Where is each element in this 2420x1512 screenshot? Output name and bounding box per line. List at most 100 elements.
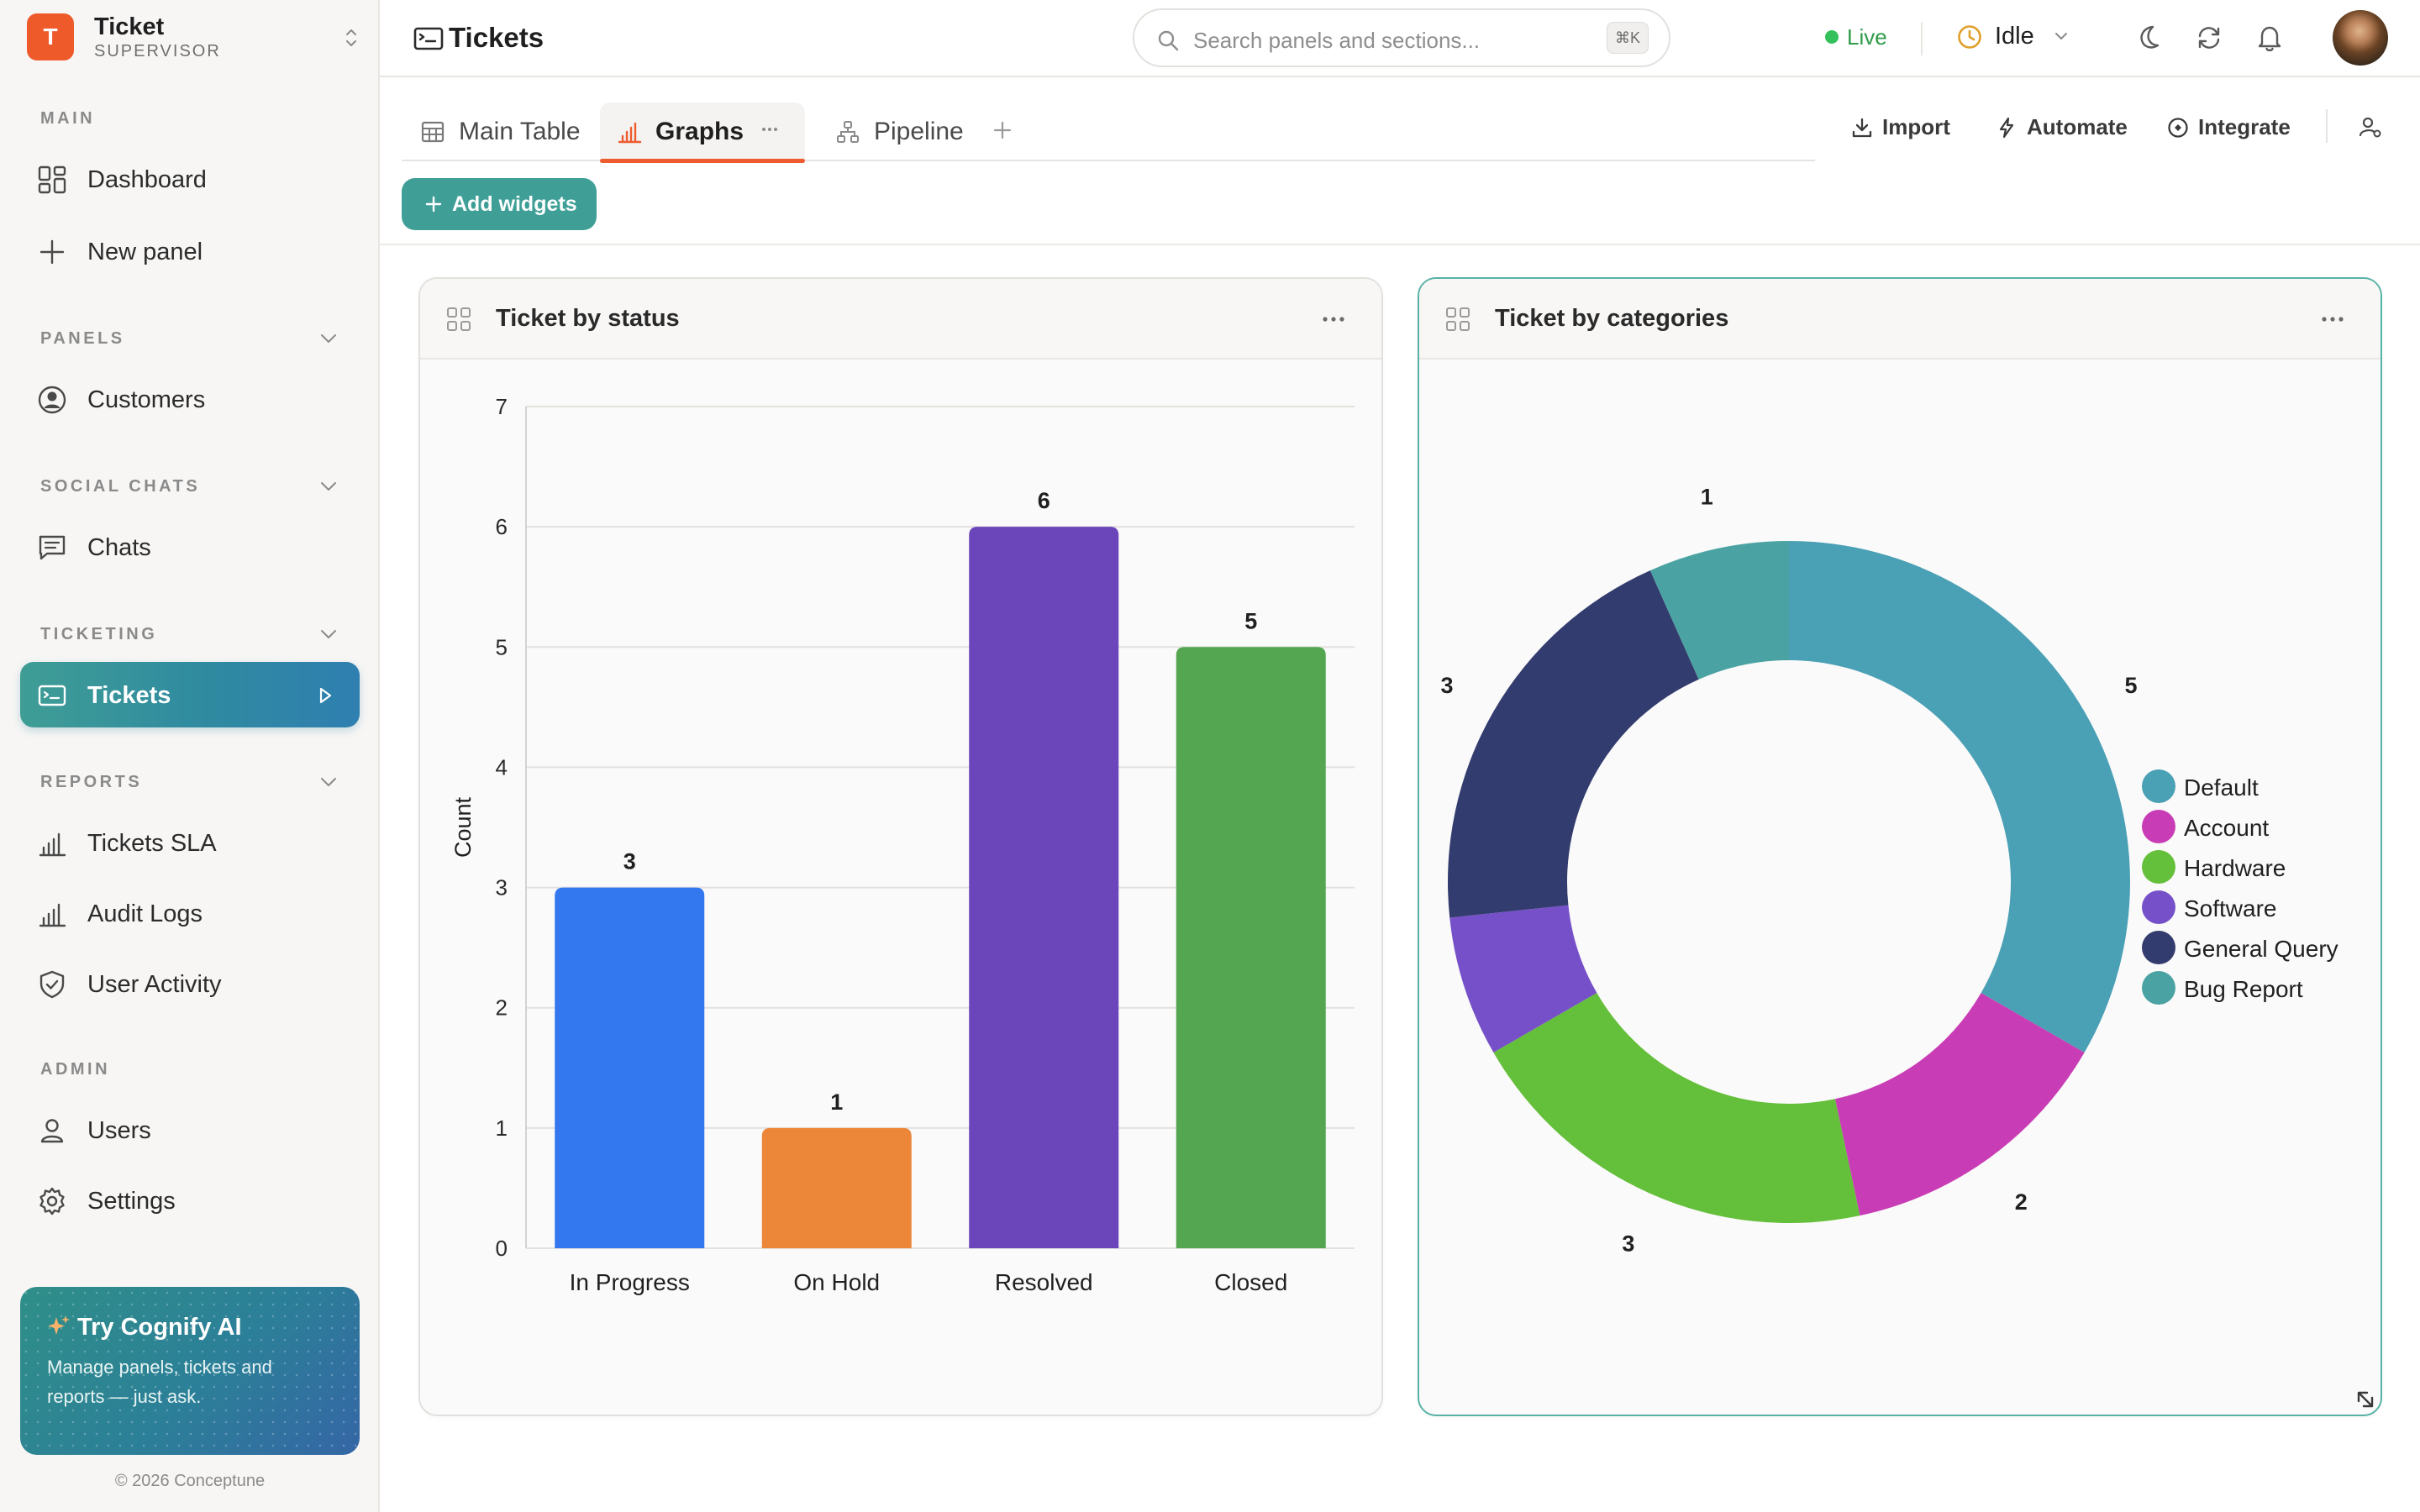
- import-button[interactable]: Import: [1850, 113, 1960, 146]
- legend-swatch: [2142, 810, 2175, 843]
- legend-item[interactable]: Account: [2142, 810, 2360, 843]
- search-input[interactable]: Search panels and sections...: [1193, 28, 1481, 53]
- sidebar-item-audit-logs[interactable]: Audit Logs: [20, 880, 360, 946]
- data-label: 6: [1038, 488, 1050, 513]
- user-avatar[interactable]: [2333, 10, 2388, 66]
- chat-icon: [39, 535, 66, 560]
- sidebar-item-chats[interactable]: Chats: [20, 514, 360, 580]
- data-label: 3: [623, 849, 636, 874]
- moon-icon[interactable]: [2133, 22, 2165, 54]
- chevron-down-icon[interactable]: [318, 623, 339, 645]
- tab-main-table[interactable]: Main Table: [403, 102, 585, 161]
- legend-item[interactable]: Hardware: [2142, 850, 2360, 884]
- legend-item[interactable]: Bug Report: [2142, 971, 2360, 1005]
- plus-icon: [425, 196, 442, 213]
- add-widgets-button[interactable]: Add widgets: [402, 178, 597, 230]
- slice-label: 1: [1419, 992, 1420, 1017]
- tab-label: Main Table: [459, 118, 581, 145]
- ai-promo-card[interactable]: Try Cognify AI Manage panels, tickets an…: [20, 1287, 360, 1455]
- widget-ticket-by-status[interactable]: Ticket by status 0 1 2 3 4 5 6 7 Count 3 In Progre…: [418, 277, 1383, 1416]
- bar: [1176, 647, 1326, 1248]
- divider: [1921, 22, 1923, 55]
- refresh-icon[interactable]: [2193, 22, 2225, 54]
- legend-item[interactable]: Software: [2142, 890, 2360, 924]
- sidebar-item-tickets[interactable]: Tickets: [20, 662, 360, 727]
- chevron-down-icon[interactable]: [2052, 27, 2070, 45]
- more-horizontal-icon[interactable]: [760, 119, 780, 139]
- section-label-panels: PANELS: [40, 329, 125, 348]
- donut-slice: [1789, 541, 2130, 1053]
- live-status-dot: [1825, 30, 1839, 44]
- slice-label: 2: [2015, 1189, 2028, 1215]
- brand-logo: T: [27, 13, 74, 60]
- shield-check-icon: [39, 970, 65, 999]
- automate-button[interactable]: Automate: [1995, 113, 2129, 146]
- sidebar-item-settings[interactable]: Settings: [20, 1168, 360, 1233]
- y-tick-label: 4: [496, 754, 508, 780]
- add-tab-icon[interactable]: [990, 118, 1015, 143]
- sidebar-item-customers[interactable]: Customers: [20, 366, 360, 432]
- y-tick-label: 5: [496, 634, 508, 659]
- tab-pipeline[interactable]: Pipeline: [818, 102, 970, 161]
- legend-swatch: [2142, 850, 2175, 884]
- bar-chart-icon: [39, 903, 66, 927]
- tab-graphs[interactable]: Graphs: [600, 102, 805, 163]
- bar: [969, 527, 1119, 1248]
- sidebar-item-user-activity[interactable]: User Activity: [20, 951, 360, 1016]
- sidebar-item-label: Audit Logs: [87, 900, 203, 927]
- ticket-icon: [38, 685, 66, 706]
- user-settings-icon[interactable]: [2358, 114, 2383, 139]
- grid-icon: [38, 165, 66, 194]
- sidebar-item-users[interactable]: Users: [20, 1097, 360, 1163]
- x-tick-label: Resolved: [995, 1269, 1093, 1295]
- download-icon: [1852, 118, 1872, 138]
- resize-handle-icon[interactable]: [2352, 1386, 2379, 1413]
- sidebar-item-label: Settings: [87, 1188, 176, 1215]
- pipeline-icon: [837, 121, 859, 143]
- tabs-divider: [402, 160, 1815, 161]
- live-status-label: Live: [1847, 24, 1887, 50]
- promo-title: Try Cognify AI: [77, 1314, 242, 1341]
- x-tick-label: Closed: [1214, 1269, 1287, 1295]
- content-divider: [380, 244, 2420, 245]
- user-circle-icon: [38, 386, 66, 414]
- legend-item[interactable]: Default: [2142, 769, 2360, 803]
- gear-icon: [39, 1187, 65, 1215]
- more-horizontal-icon[interactable]: [1319, 309, 1348, 329]
- promo-pattern: [20, 1287, 360, 1455]
- bell-icon[interactable]: [2254, 22, 2286, 54]
- sidebar-item-tickets-sla[interactable]: Tickets SLA: [20, 810, 360, 875]
- drag-grid-icon[interactable]: [445, 306, 472, 333]
- widget-title: Ticket by status: [496, 305, 680, 332]
- legend-label: General Query: [2184, 936, 2338, 962]
- workspace-switcher[interactable]: T Ticket SUPERVISOR: [25, 12, 361, 66]
- chevron-down-icon[interactable]: [318, 771, 339, 793]
- widget-title: Ticket by categories: [1495, 305, 1729, 332]
- search-box[interactable]: Search panels and sections... ⌘K: [1133, 8, 1670, 67]
- sidebar-item-label: Tickets: [87, 682, 171, 709]
- integrate-button[interactable]: Integrate: [2166, 113, 2301, 146]
- legend-item[interactable]: General Query: [2142, 931, 2360, 964]
- sidebar-item-dashboard[interactable]: Dashboard: [20, 146, 360, 212]
- sidebar-item-label: Dashboard: [87, 166, 207, 193]
- legend-label: Bug Report: [2184, 976, 2303, 1002]
- slice-label: 3: [1440, 673, 1453, 698]
- brand-name: Ticket: [94, 13, 165, 40]
- bar-chart-icon: [618, 122, 642, 144]
- bar-chart-icon: [39, 832, 66, 857]
- section-label-ticketing: TICKETING: [40, 625, 158, 643]
- integrate-label: Integrate: [2198, 114, 2291, 139]
- sidebar-item-label: User Activity: [87, 971, 222, 998]
- donut-slice: [1449, 905, 1597, 1053]
- lightning-icon: [1999, 117, 2014, 139]
- more-horizontal-icon[interactable]: [2318, 309, 2347, 329]
- chevron-down-icon[interactable]: [318, 328, 339, 349]
- widget-ticket-by-categories[interactable]: Ticket by categories 5 2 3 1 3 1 Default Accou…: [1418, 277, 2382, 1416]
- add-widgets-label: Add widgets: [452, 192, 577, 216]
- drag-grid-icon[interactable]: [1444, 306, 1471, 333]
- agent-status-dropdown[interactable]: Idle: [1995, 23, 2034, 50]
- section-label-social-chats: SOCIAL CHATS: [40, 477, 201, 496]
- chevron-down-icon[interactable]: [318, 475, 339, 497]
- sidebar-item-new-panel[interactable]: New panel: [20, 218, 360, 284]
- sidebar-item-label: Customers: [87, 386, 206, 413]
